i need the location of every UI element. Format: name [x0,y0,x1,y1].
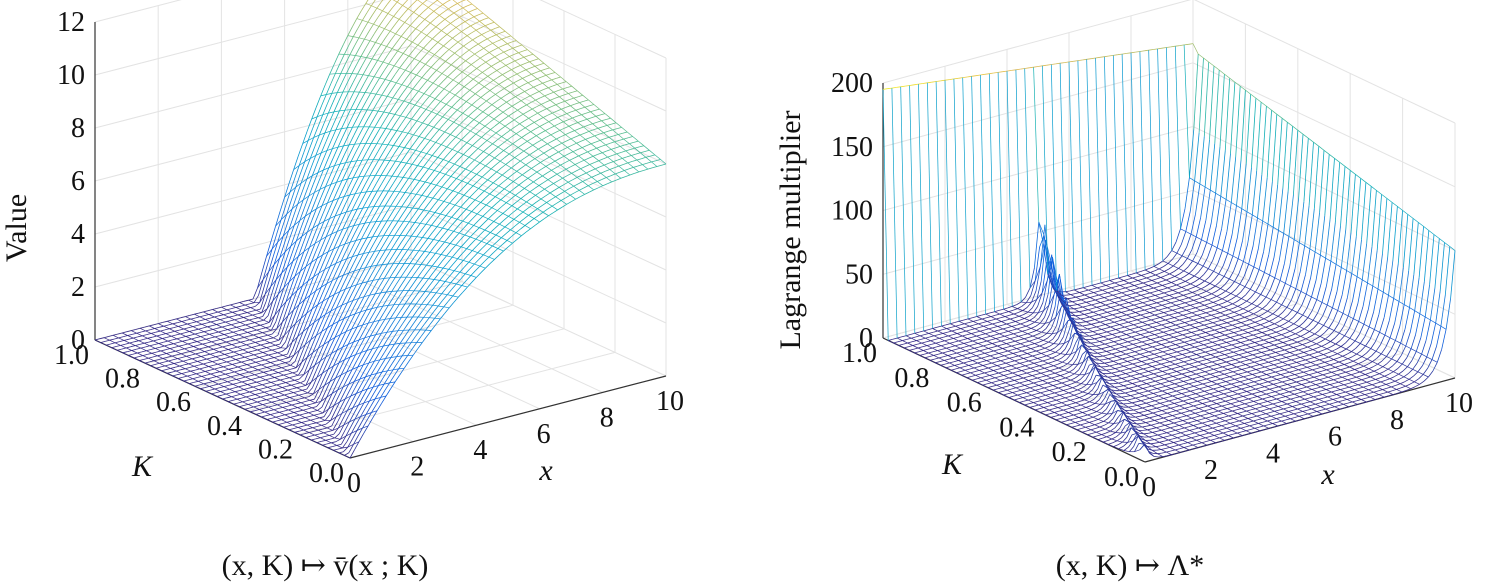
z-tick-label: 0 [859,323,873,354]
value-surface [94,0,667,459]
k-tick-label: 1.0 [842,338,877,369]
k-axis-ticks: 0.0 0.2 0.4 0.6 0.8 1.0 [54,340,344,489]
z-tick-label: 150 [831,132,873,163]
k-tick-label: 0.8 [105,364,140,395]
x-axis-label: x [538,454,553,487]
z-axis-ticks: 0 50 100 150 200 [831,68,873,354]
k-tick-label: 0.0 [309,458,344,489]
z-tick-label: 10 [57,60,85,91]
z-tick-label: 0 [71,325,85,356]
x-tick-label: 0 [347,468,361,499]
x-tick-label: 4 [1266,438,1280,469]
z-tick-label: 8 [71,113,85,144]
z-tick-label: 100 [831,196,873,227]
lagrange-surface [882,43,1456,458]
value-surface-plot: 0 2 4 6 8 10 12 0.0 0.2 0.4 0.6 0.8 1.0 0 2 4 6 8 10 Val… [0,0,684,582]
z-tick-label: 4 [71,219,85,250]
k-tick-label: 0.0 [1104,462,1139,493]
x-tick-label: 8 [1390,405,1404,436]
x-axis-ticks: 0 2 4 6 8 10 [1142,388,1473,503]
k-axis-label: K [941,448,964,481]
z-axis-label: Value [0,194,33,262]
x-tick-label: 8 [600,402,614,433]
z-tick-label: 2 [71,272,85,303]
x-tick-label: 0 [1142,472,1156,503]
x-tick-label: 10 [656,386,684,417]
k-axis-label: K [131,450,154,483]
left-caption: (x, K) ↦ v̄(x ; K) [222,549,429,582]
z-tick-label: 12 [57,7,85,38]
k-tick-label: 0.8 [894,363,929,394]
z-tick-label: 50 [845,259,873,290]
k-tick-label: 0.2 [1052,437,1087,468]
k-tick-label: 0.6 [156,387,191,418]
x-tick-label: 6 [1328,422,1342,453]
k-tick-label: 0.4 [999,412,1034,443]
x-tick-label: 2 [1204,455,1218,486]
z-tick-label: 6 [71,166,85,197]
x-tick-label: 2 [410,452,424,483]
x-tick-label: 10 [1445,388,1473,419]
x-tick-label: 4 [473,435,487,466]
x-axis-ticks: 0 2 4 6 8 10 [347,386,684,499]
z-axis-label: Lagrange multiplier [774,110,807,349]
right-caption: (x, K) ↦ Λ* [1056,549,1205,582]
k-tick-label: 0.4 [207,411,242,442]
k-axis-ticks: 0.0 0.2 0.4 0.6 0.8 1.0 [842,338,1139,493]
z-tick-label: 200 [831,68,873,99]
x-axis-label: x [1320,458,1335,491]
z-axis-ticks: 0 2 4 6 8 10 12 [57,7,85,356]
k-tick-label: 0.2 [258,434,293,465]
k-tick-label: 1.0 [54,340,89,371]
x-tick-label: 6 [537,419,551,450]
k-tick-label: 0.6 [947,388,982,419]
